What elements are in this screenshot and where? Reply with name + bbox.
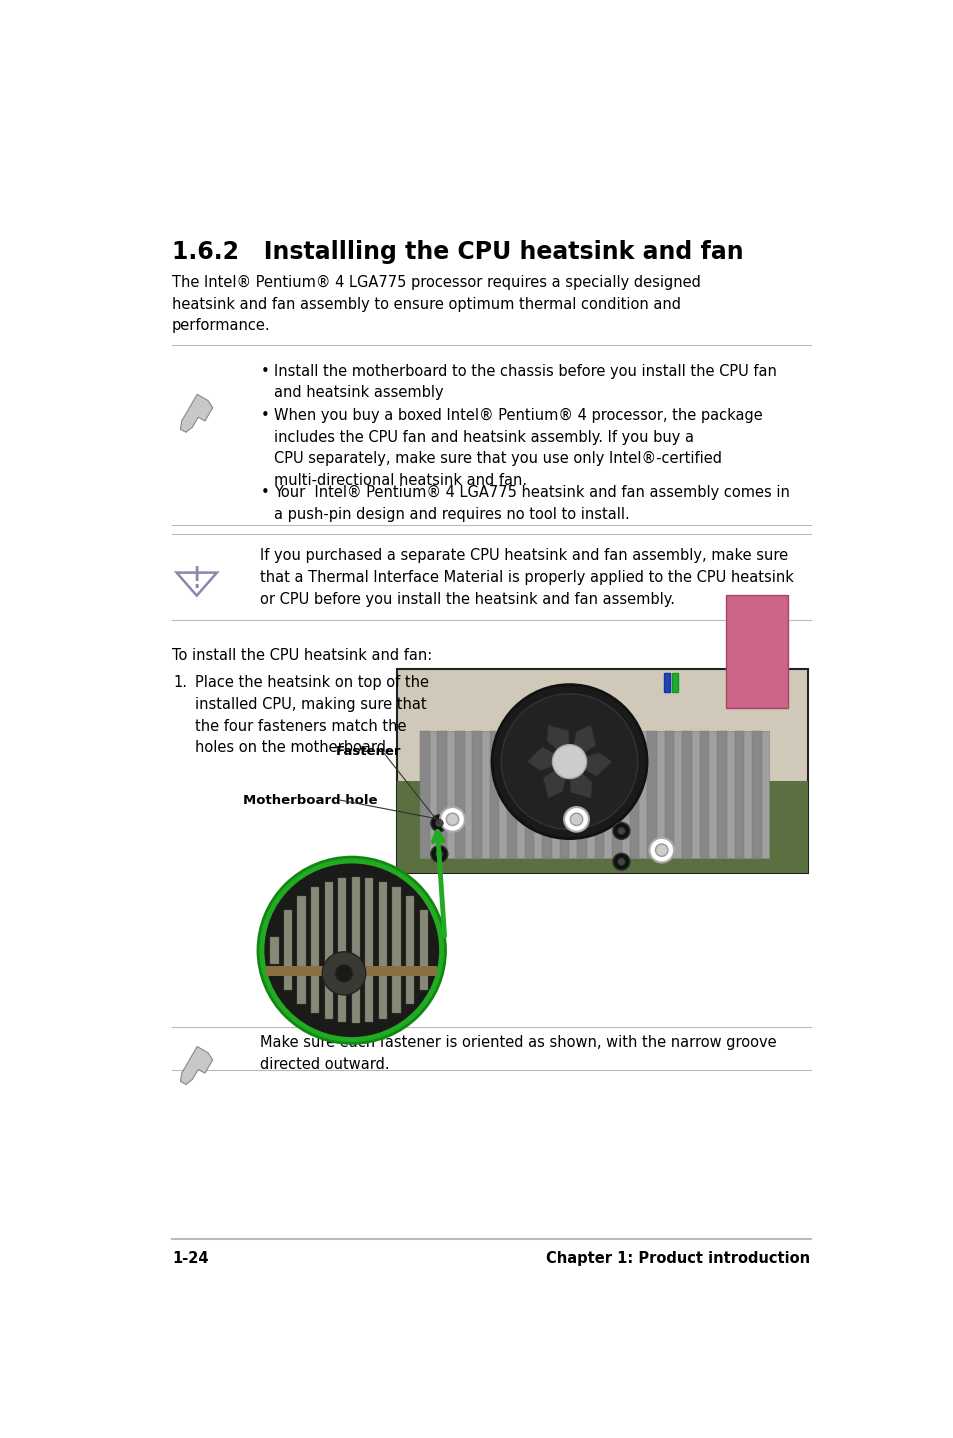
Polygon shape (180, 1047, 213, 1084)
Text: Fastener: Fastener (335, 745, 401, 758)
Text: Your  Intel® Pentium® 4 LGA775 heatsink and fan assembly comes in
a push-pin des: Your Intel® Pentium® 4 LGA775 heatsink a… (274, 485, 789, 522)
Text: Chapter 1: Product introduction: Chapter 1: Product introduction (546, 1251, 810, 1265)
Bar (455, 731, 464, 858)
Polygon shape (569, 725, 596, 762)
Circle shape (612, 823, 629, 840)
Text: 1-24: 1-24 (172, 1251, 209, 1265)
Bar (365, 879, 373, 1022)
Bar (699, 731, 708, 858)
Bar (270, 936, 278, 963)
Bar (663, 673, 670, 692)
Bar (594, 731, 603, 858)
Circle shape (563, 807, 588, 831)
Circle shape (492, 684, 646, 838)
Bar (629, 731, 639, 858)
Bar (352, 877, 359, 1024)
Polygon shape (180, 394, 213, 433)
Bar (612, 731, 621, 858)
Bar (489, 731, 499, 858)
Circle shape (612, 853, 629, 870)
Bar (671, 673, 678, 692)
Circle shape (257, 857, 445, 1044)
Bar (284, 910, 292, 989)
Bar (559, 731, 569, 858)
Text: !: ! (191, 565, 203, 594)
Circle shape (446, 814, 458, 825)
Bar (419, 731, 429, 858)
Bar (751, 731, 760, 858)
Text: If you purchased a separate CPU heatsink and fan assembly, make sure
that a Ther: If you purchased a separate CPU heatsink… (260, 548, 793, 607)
Text: When you buy a boxed Intel® Pentium® 4 processor, the package
includes the CPU f: When you buy a boxed Intel® Pentium® 4 p… (274, 408, 762, 487)
Circle shape (649, 838, 674, 863)
Text: •: • (260, 408, 269, 423)
Circle shape (335, 963, 353, 982)
Circle shape (435, 820, 443, 827)
Bar (717, 731, 726, 858)
Text: Motherboard hole: Motherboard hole (243, 794, 377, 807)
Bar (681, 731, 691, 858)
Text: Install the motherboard to the chassis before you install the CPU fan
and heatsi: Install the motherboard to the chassis b… (274, 364, 777, 400)
Circle shape (431, 846, 447, 863)
Circle shape (501, 695, 637, 830)
Bar (392, 887, 400, 1014)
Bar (378, 881, 387, 1020)
Polygon shape (542, 762, 569, 798)
Circle shape (570, 814, 582, 825)
Bar (297, 896, 305, 1004)
Bar (541, 731, 552, 858)
Bar (419, 731, 769, 858)
Bar (406, 896, 414, 1004)
Circle shape (617, 858, 624, 866)
Polygon shape (569, 762, 592, 798)
Text: Make sure each fastener is oriented as shown, with the narrow groove
directed ou: Make sure each fastener is oriented as s… (260, 1035, 776, 1071)
Circle shape (552, 745, 586, 778)
Bar (472, 731, 481, 858)
Polygon shape (546, 725, 569, 762)
Bar (419, 910, 427, 989)
Bar (324, 881, 333, 1020)
Text: Place the heatsink on top of the
installed CPU, making sure that
the four fasten: Place the heatsink on top of the install… (195, 676, 429, 755)
Bar (437, 731, 447, 858)
Text: The Intel® Pentium® 4 LGA775 processor requires a specially designed
heatsink an: The Intel® Pentium® 4 LGA775 processor r… (172, 275, 700, 334)
Circle shape (435, 850, 443, 858)
Polygon shape (266, 966, 436, 975)
Bar (337, 879, 346, 1022)
Bar (664, 731, 674, 858)
Bar (396, 781, 807, 873)
Text: •: • (260, 364, 269, 378)
Text: 1.: 1. (173, 676, 188, 690)
Circle shape (322, 952, 365, 995)
Polygon shape (526, 746, 569, 771)
Circle shape (617, 827, 624, 835)
Bar (507, 731, 517, 858)
Circle shape (431, 815, 447, 831)
Polygon shape (569, 752, 612, 777)
Circle shape (262, 861, 440, 1038)
Circle shape (655, 844, 667, 856)
Bar (577, 731, 586, 858)
Bar (311, 887, 319, 1014)
Bar (725, 595, 787, 707)
Bar (396, 669, 807, 873)
Text: 1.6.2   Installling the CPU heatsink and fan: 1.6.2 Installling the CPU heatsink and f… (172, 240, 742, 265)
Bar (524, 731, 534, 858)
Bar (734, 731, 743, 858)
Bar (646, 731, 656, 858)
Circle shape (439, 807, 464, 831)
Text: To install the CPU heatsink and fan:: To install the CPU heatsink and fan: (172, 649, 432, 663)
Text: •: • (260, 485, 269, 500)
